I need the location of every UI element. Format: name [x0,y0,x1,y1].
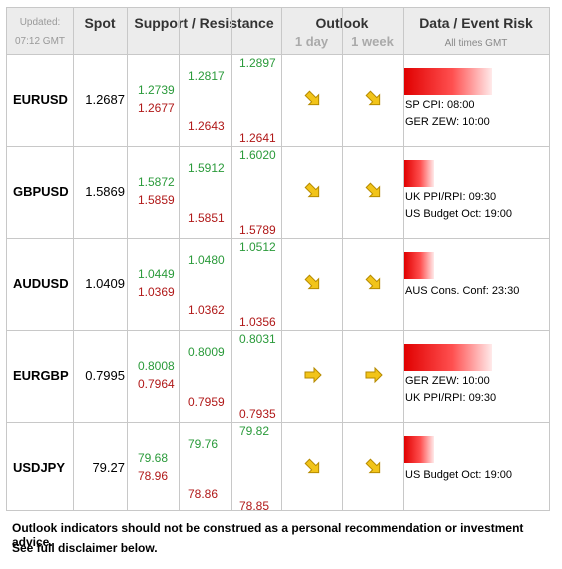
currency-pair: GBPUSD [13,184,69,199]
column-divider [281,8,282,510]
arrow-down-right-icon [303,273,323,298]
event-risk-bar [404,160,434,187]
support-level-2: 0.8009 [188,345,225,359]
currency-pair: AUDUSD [13,276,69,291]
resistance-level-1: 1.2677 [138,101,175,115]
event-item: AUS Cons. Conf: 23:30 [405,285,520,297]
support-level-2: 1.2817 [188,69,225,83]
column-divider [403,8,404,510]
column-divider [342,8,343,510]
spot-rate: 79.27 [92,460,125,475]
resistance-level-2: 78.86 [188,487,219,501]
support-level-2: 1.0480 [188,253,225,267]
outlook-1week-header: 1 week [351,34,394,49]
support-level-3: 1.2897 [239,56,276,70]
resistance-level-3: 78.85 [239,499,270,513]
spot-rate: 1.2687 [85,92,125,107]
row-divider [7,238,549,239]
support-level-3: 79.82 [239,424,270,438]
column-divider [231,8,232,510]
support-level-1: 0.8008 [138,359,175,373]
resistance-level-1: 0.7964 [138,377,175,391]
event-item: UK PPI/RPI: 09:30 [405,392,497,404]
table-header [7,8,549,55]
event-item: SP CPI: 08:00 [405,99,475,111]
spot-rate: 1.5869 [85,184,125,199]
arrow-down-right-icon [364,457,384,482]
support-level-3: 1.6020 [239,148,276,162]
event-item: US Budget Oct: 19:00 [405,469,513,481]
event-item: GER ZEW: 10:00 [405,116,490,128]
outlook-1day-header: 1 day [294,34,329,49]
arrow-down-right-icon [303,457,323,482]
updated-label: Updated: [19,17,61,28]
resistance-level-3: 1.2641 [239,131,276,145]
resistance-level-3: 1.5789 [239,223,276,237]
support-resistance-header: Support / Resistance [134,15,274,31]
forex-outlook-table: Updated: 07:12 GMT Spot Support / Resist… [6,7,550,513]
arrow-down-right-icon [364,89,384,114]
disclaimer-line-1: Outlook indicators should not be constru… [12,521,524,549]
support-level-3: 0.8031 [239,332,276,346]
resistance-level-3: 0.7935 [239,407,276,421]
column-divider [127,8,128,510]
resistance-level-1: 1.5859 [138,193,175,207]
arrow-down-right-icon [364,181,384,206]
arrow-down-right-icon [303,89,323,114]
resistance-level-2: 1.2643 [188,119,225,133]
support-level-1: 79.68 [138,451,169,465]
resistance-level-1: 1.0369 [138,285,175,299]
spot-rate: 1.0409 [85,276,125,291]
data-event-risk-header: Data / Event Risk [419,15,533,31]
resistance-level-3: 1.0356 [239,315,276,329]
arrow-right-icon [364,365,384,390]
resistance-level-2: 1.5851 [188,211,225,225]
currency-pair: EURUSD [13,92,68,107]
arrow-right-icon [303,365,323,390]
event-risk-bar [404,436,434,463]
event-item: GER ZEW: 10:00 [405,375,490,387]
event-risk-bar [404,68,492,95]
currency-pair: EURGBP [13,368,69,383]
support-level-2: 79.76 [188,437,219,451]
resistance-level-1: 78.96 [138,469,169,483]
support-level-3: 1.0512 [239,240,276,254]
event-item: US Budget Oct: 19:00 [405,208,513,220]
row-divider [7,146,549,147]
column-divider [179,8,180,510]
row-divider [7,330,549,331]
updated-time: 07:12 GMT [14,36,66,47]
event-risk-bar [404,344,492,371]
resistance-level-2: 1.0362 [188,303,225,317]
outlook-header: Outlook [281,15,403,31]
arrow-down-right-icon [303,181,323,206]
all-times-gmt-note: All times GMT [444,38,508,49]
spot-rate: 0.7995 [85,368,125,383]
support-level-1: 1.0449 [138,267,175,281]
column-divider [73,8,74,510]
event-item: UK PPI/RPI: 09:30 [405,191,497,203]
row-divider [7,422,549,423]
arrow-down-right-icon [364,273,384,298]
currency-pair: USDJPY [13,460,66,475]
support-level-2: 1.5912 [188,161,225,175]
support-level-1: 1.5872 [138,175,175,189]
support-level-1: 1.2739 [138,83,175,97]
spot-header: Spot [84,15,116,31]
resistance-level-2: 0.7959 [188,395,225,409]
event-risk-bar [404,252,434,279]
disclaimer-line-2: See full disclaimer below. [12,541,158,555]
